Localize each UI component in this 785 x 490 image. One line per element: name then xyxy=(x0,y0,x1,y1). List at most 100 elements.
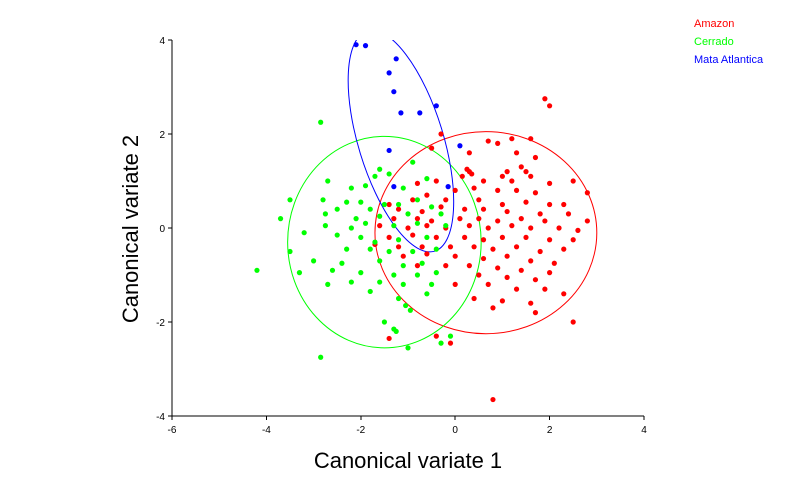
point-amazon xyxy=(513,286,520,292)
point-amazon xyxy=(513,187,520,193)
point-amazon xyxy=(438,131,444,137)
point-cerrado xyxy=(410,248,416,255)
point-cerrado xyxy=(362,183,369,189)
x-axis-title: Canonical variate 1 xyxy=(314,448,502,473)
point-amazon xyxy=(471,295,477,302)
point-amazon xyxy=(485,281,491,287)
point-amazon xyxy=(476,197,482,203)
point-amazon xyxy=(532,154,539,161)
point-cerrado xyxy=(443,223,449,229)
point-amazon xyxy=(443,263,449,269)
point-amazon xyxy=(509,223,515,229)
point-cerrado xyxy=(362,220,369,226)
point-cerrado xyxy=(424,176,430,182)
point-amazon xyxy=(466,223,472,229)
point-mata-atlantica xyxy=(362,43,369,49)
point-cerrado xyxy=(429,281,435,287)
point-amazon xyxy=(537,248,543,255)
legend-entry-amazon: Amazon xyxy=(694,18,734,30)
point-amazon xyxy=(414,180,421,186)
point-amazon xyxy=(424,192,430,198)
point-amazon xyxy=(490,305,496,311)
point-mata-atlantica xyxy=(353,42,359,48)
point-cerrado xyxy=(329,267,336,273)
point-cerrado xyxy=(405,345,411,351)
point-cerrado xyxy=(381,319,387,325)
point-cerrado xyxy=(334,206,340,212)
point-amazon xyxy=(523,199,529,205)
point-cerrado xyxy=(403,302,409,309)
point-cerrado xyxy=(386,248,392,255)
point-cerrado xyxy=(254,267,260,273)
point-cerrado xyxy=(400,185,406,191)
point-amazon xyxy=(476,272,482,278)
point-mata-atlantica xyxy=(457,143,463,149)
point-amazon xyxy=(570,178,576,184)
point-cerrado xyxy=(395,237,402,243)
point-amazon xyxy=(452,187,458,193)
point-amazon xyxy=(386,201,392,208)
point-cerrado xyxy=(410,159,416,165)
point-amazon xyxy=(452,281,458,287)
point-cerrado xyxy=(372,239,378,245)
point-cerrado xyxy=(424,234,430,240)
point-cerrado xyxy=(339,260,345,266)
point-amazon xyxy=(419,208,425,215)
y-tick-label: -2 xyxy=(156,318,165,329)
point-amazon xyxy=(414,263,421,269)
point-amazon xyxy=(584,218,590,224)
point-amazon xyxy=(542,96,548,102)
point-amazon xyxy=(391,216,397,222)
point-cerrado xyxy=(400,281,406,287)
point-amazon xyxy=(532,310,539,316)
point-cerrado xyxy=(419,260,425,266)
point-amazon xyxy=(490,246,496,252)
point-cerrado xyxy=(438,211,444,217)
point-amazon xyxy=(466,150,472,156)
point-amazon xyxy=(542,218,548,224)
point-mata-atlantica xyxy=(433,103,439,109)
point-cerrado xyxy=(424,291,430,297)
point-amazon xyxy=(462,206,468,212)
point-amazon xyxy=(528,258,534,264)
point-amazon xyxy=(547,270,553,276)
point-amazon xyxy=(495,187,501,193)
point-amazon xyxy=(469,171,475,177)
point-cerrado xyxy=(318,119,324,125)
point-cerrado xyxy=(367,288,373,295)
point-amazon xyxy=(433,333,439,339)
point-amazon xyxy=(542,286,548,292)
point-cerrado xyxy=(367,246,373,252)
point-cerrado xyxy=(438,340,444,346)
point-cerrado xyxy=(322,211,328,217)
point-cerrado xyxy=(296,270,303,276)
point-amazon xyxy=(561,201,567,208)
point-cerrado xyxy=(318,354,324,360)
point-amazon xyxy=(424,223,430,229)
point-amazon xyxy=(504,169,510,175)
point-amazon xyxy=(523,234,529,240)
y-tick-label: -4 xyxy=(156,412,165,423)
point-amazon xyxy=(518,267,524,273)
point-amazon xyxy=(395,206,402,212)
point-mata-atlantica xyxy=(417,110,423,116)
point-amazon xyxy=(556,225,562,231)
point-amazon xyxy=(405,225,411,231)
point-amazon xyxy=(410,197,416,203)
point-cerrado xyxy=(414,272,421,278)
points-layer xyxy=(254,42,590,403)
point-amazon xyxy=(547,180,553,186)
y-axis-title: Canonical variate 2 xyxy=(118,135,143,323)
point-cerrado xyxy=(393,328,399,334)
point-amazon xyxy=(452,253,458,259)
point-amazon xyxy=(565,211,572,217)
point-amazon xyxy=(528,225,534,231)
point-amazon xyxy=(410,232,416,238)
point-amazon xyxy=(377,223,383,229)
point-amazon xyxy=(499,173,505,179)
point-cerrado xyxy=(377,166,383,172)
point-mata-atlantica xyxy=(445,184,451,190)
point-cerrado xyxy=(377,258,383,264)
point-amazon xyxy=(509,178,515,184)
